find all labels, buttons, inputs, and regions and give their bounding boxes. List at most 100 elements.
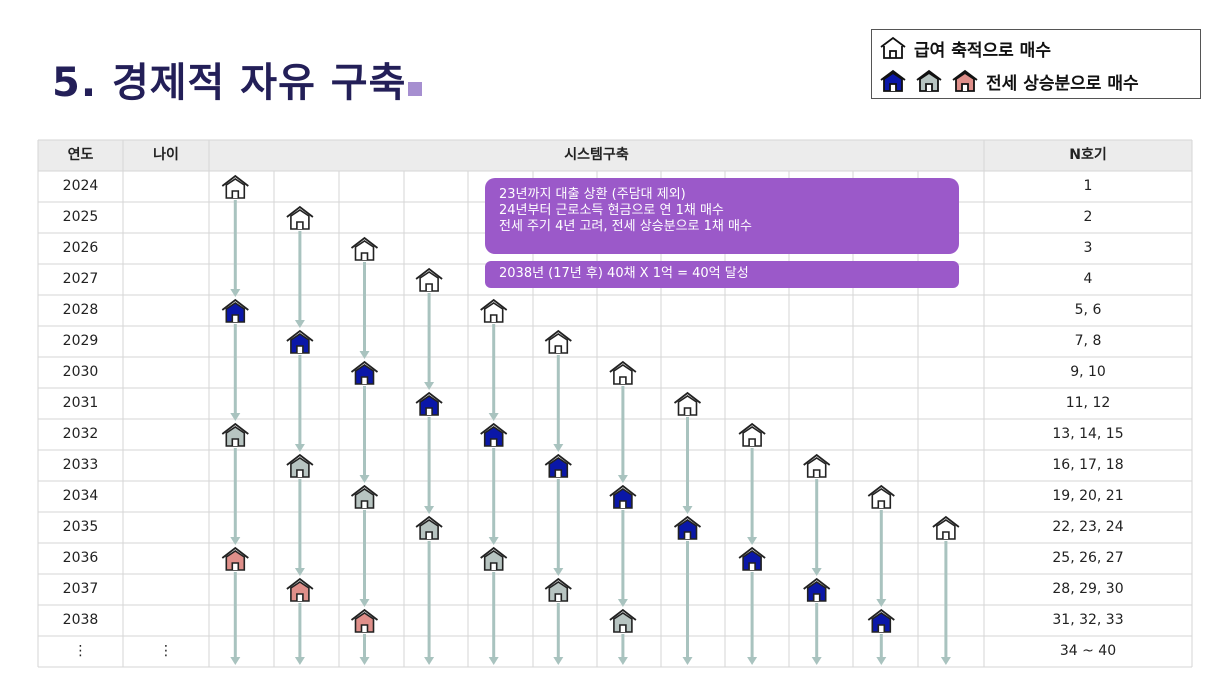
- year-cell: 2035: [62, 519, 99, 535]
- plan-note-line-1: 23년까지 대출 상환 (주담대 제외): [499, 187, 686, 202]
- age-cell: [123, 295, 209, 326]
- blue-house-icon: [673, 515, 702, 540]
- year-cell: ⋮: [73, 643, 88, 659]
- arrow-head: [359, 351, 370, 359]
- white-house-icon: [880, 36, 906, 59]
- arrow-head: [553, 444, 564, 452]
- n-cell: 16, 17, 18: [1052, 457, 1124, 473]
- pink-house-icon: [350, 608, 379, 633]
- gray-house-icon: [286, 453, 314, 478]
- n-cell: 4: [1083, 271, 1093, 287]
- gray-house-icon: [916, 69, 942, 92]
- header-year: 연도: [67, 147, 94, 163]
- header-n: N호기: [1069, 147, 1107, 163]
- arrow-head: [940, 657, 951, 665]
- blue-house-icon: [286, 329, 314, 354]
- year-cell: 2028: [62, 302, 99, 318]
- n-cell: 2: [1083, 209, 1093, 225]
- arrow-head: [682, 506, 693, 514]
- age-cell: [123, 202, 209, 233]
- arrow-head: [876, 657, 887, 665]
- arrow-head: [617, 657, 628, 665]
- white-house-icon: [221, 174, 249, 199]
- arrow-head: [811, 568, 822, 576]
- goal-note-box: 2038년 (17년 후) 40채 X 1억 = 40억 달성: [485, 261, 959, 288]
- blue-house-icon: [880, 69, 906, 92]
- arrow-head: [553, 568, 564, 576]
- year-cell: 2038: [62, 612, 99, 628]
- age-cell: [123, 419, 209, 450]
- n-cell: 3: [1083, 240, 1093, 256]
- arrow-head: [488, 657, 499, 665]
- white-house-icon: [350, 236, 379, 261]
- arrow-head: [488, 537, 499, 545]
- age-cell: [123, 357, 209, 388]
- year-cell: 2030: [62, 364, 99, 380]
- white-house-icon: [480, 298, 508, 323]
- n-cell: 7, 8: [1074, 333, 1102, 349]
- blue-house-icon: [350, 360, 379, 385]
- year-cell: 2025: [62, 209, 99, 225]
- gray-house-icon: [480, 546, 508, 571]
- arrow-head: [488, 413, 499, 421]
- age-cell: ⋮: [159, 643, 173, 659]
- legend-jeonse-label: 전세 상승분으로 매수: [986, 73, 1139, 94]
- arrow-head: [424, 657, 435, 665]
- arrow-head: [230, 413, 241, 421]
- age-cell: [123, 388, 209, 419]
- arrow-head: [359, 599, 370, 607]
- arrow-head: [294, 320, 305, 328]
- plan-note-line-3: 전세 주기 4년 고려, 전세 상승분으로 1채 매수: [499, 219, 752, 234]
- white-house-icon: [544, 329, 572, 354]
- legend-box: 급여 축적으로 매수 전세 상승분으로 매수: [871, 29, 1201, 99]
- pink-house-icon: [952, 69, 978, 92]
- n-cell: 34 ~ 40: [1059, 643, 1117, 659]
- white-house-icon: [932, 515, 960, 540]
- age-cell: [123, 605, 209, 636]
- year-cell: 2026: [62, 240, 99, 256]
- header-system: 시스템구축: [564, 147, 629, 163]
- header-background: [38, 140, 1192, 171]
- arrow-head: [617, 599, 628, 607]
- gray-house-icon: [415, 515, 443, 540]
- arrow-head: [424, 506, 435, 514]
- year-cell: 2024: [62, 178, 99, 194]
- age-cell: [123, 171, 209, 202]
- arrow-head: [682, 657, 693, 665]
- age-cell: [123, 574, 209, 605]
- blue-house-icon: [221, 298, 249, 323]
- white-house-icon: [609, 360, 637, 385]
- year-cell: 2033: [62, 457, 99, 473]
- year-cell: 2027: [62, 271, 99, 287]
- n-cell: 19, 20, 21: [1052, 488, 1124, 504]
- goal-note-text: 2038년 (17년 후) 40채 X 1억 = 40억 달성: [499, 266, 749, 281]
- gray-house-icon: [609, 608, 637, 633]
- year-cell: 2037: [62, 581, 99, 597]
- n-cell: 31, 32, 33: [1052, 612, 1124, 628]
- year-cell: 2034: [62, 488, 99, 504]
- arrow-head: [359, 657, 370, 665]
- n-cell: 5, 6: [1074, 302, 1102, 318]
- arrow-head: [747, 537, 758, 545]
- arrow-head: [294, 657, 305, 665]
- pink-house-icon: [221, 546, 249, 571]
- arrow-head: [230, 289, 241, 297]
- plan-note-box: 23년까지 대출 상환 (주담대 제외) 24년부터 근로소득 현금으로 연 1…: [485, 178, 959, 254]
- n-cell: 13, 14, 15: [1052, 426, 1124, 442]
- legend-salary-label: 급여 축적으로 매수: [914, 40, 1051, 61]
- year-cell: 2031: [62, 395, 99, 411]
- arrow-head: [811, 657, 822, 665]
- n-cell: 11, 12: [1065, 395, 1111, 411]
- blue-house-icon: [544, 453, 572, 478]
- arrow-head: [294, 568, 305, 576]
- arrow-head: [424, 382, 435, 390]
- page-title: 5. 경제적 자유 구축: [52, 50, 423, 108]
- white-house-icon: [867, 484, 895, 509]
- arrow-head: [294, 444, 305, 452]
- age-cell: [123, 512, 209, 543]
- legend-salary-row: 급여 축적으로 매수: [878, 35, 1051, 61]
- white-house-icon: [738, 422, 766, 447]
- arrow-head: [359, 475, 370, 483]
- age-cell: [123, 233, 209, 264]
